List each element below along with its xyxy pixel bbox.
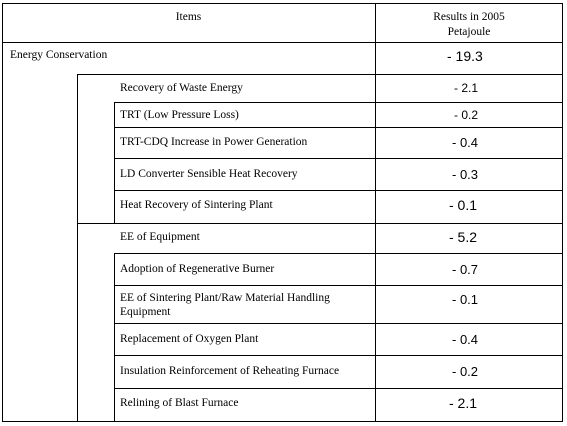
item-value: - 0.1	[452, 292, 479, 307]
row-rule	[114, 158, 563, 159]
item-value: - 0.1	[449, 197, 478, 213]
indent-line-2a	[114, 102, 115, 223]
group-label: EE of Equipment	[120, 231, 200, 243]
row-rule	[114, 388, 563, 389]
row-rule	[114, 323, 563, 324]
total-value: - 19.3	[447, 48, 483, 64]
row-rule	[114, 102, 563, 103]
item-label-line2: Equipment	[120, 306, 171, 318]
row-rule	[114, 253, 563, 254]
border-left	[2, 3, 3, 422]
item-value: - 0.2	[454, 108, 479, 122]
row-rule	[114, 355, 563, 356]
item-value: - 2.1	[449, 395, 478, 411]
item-label: LD Converter Sensible Heat Recovery	[120, 168, 298, 180]
item-value: - 0.4	[452, 135, 479, 150]
row-rule	[114, 127, 563, 128]
item-value: - 0.2	[452, 364, 479, 379]
border-top	[2, 3, 563, 4]
item-label: Heat Recovery of Sintering Plant	[120, 199, 273, 211]
group-label: Recovery of Waste Energy	[120, 82, 243, 94]
row-rule	[114, 190, 563, 191]
border-right	[562, 3, 563, 422]
group-value: - 5.2	[449, 229, 478, 245]
indent-line-1	[77, 74, 78, 422]
results-header-line1: Results in 2005	[433, 11, 505, 23]
item-label: Relining of Blast Furnace	[120, 397, 239, 409]
item-label: Adoption of Regenerative Burner	[120, 263, 275, 275]
indent-line-2b	[114, 253, 115, 422]
item-label: Insulation Reinforcement of Reheating Fu…	[120, 365, 340, 377]
results-header-line2: Petajoule	[447, 26, 491, 38]
items-header: Items	[175, 11, 202, 23]
item-label-line1: EE of Sintering Plant/Raw Material Handl…	[120, 292, 330, 304]
item-value: - 0.4	[452, 332, 479, 347]
border-bottom	[2, 421, 563, 422]
row-rule	[114, 285, 563, 286]
item-label: TRT-CDQ Increase in Power Generation	[120, 136, 308, 148]
row-rule	[77, 223, 563, 224]
group-value: - 2.1	[454, 81, 479, 95]
column-divider	[375, 3, 376, 422]
header-rule	[2, 42, 563, 43]
energy-conservation-table: Items Results in 2005 Petajoule Energy C…	[2, 3, 563, 422]
item-value: - 0.3	[452, 167, 479, 182]
item-label: Replacement of Oxygen Plant	[120, 333, 259, 345]
row-rule	[77, 74, 563, 75]
total-label: Energy Conservation	[10, 49, 108, 61]
item-value: - 0.7	[452, 262, 479, 277]
item-label: TRT (Low Pressure Loss)	[120, 109, 239, 121]
